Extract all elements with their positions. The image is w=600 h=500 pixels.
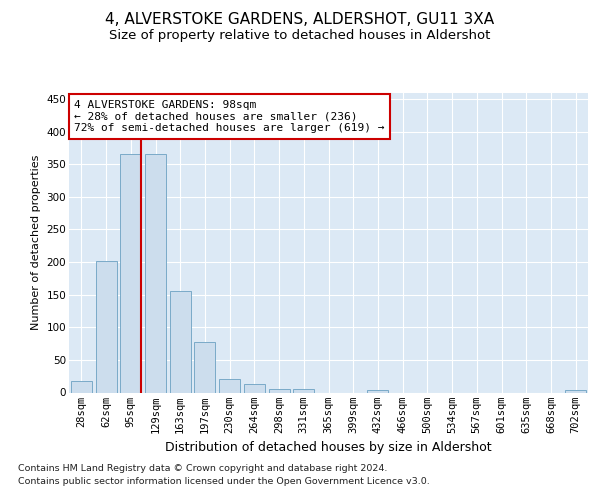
Bar	[170, 292, 191, 392]
Bar	[244, 384, 265, 392]
Bar	[120, 154, 141, 392]
Text: Contains HM Land Registry data © Crown copyright and database right 2024.: Contains HM Land Registry data © Crown c…	[18, 464, 388, 473]
Bar	[194, 342, 215, 392]
Bar	[145, 154, 166, 392]
Bar	[71, 381, 92, 392]
Text: 4 ALVERSTOKE GARDENS: 98sqm
← 28% of detached houses are smaller (236)
72% of se: 4 ALVERSTOKE GARDENS: 98sqm ← 28% of det…	[74, 100, 385, 133]
Bar	[367, 390, 388, 392]
Y-axis label: Number of detached properties: Number of detached properties	[31, 155, 41, 330]
Bar	[269, 388, 290, 392]
Text: Contains public sector information licensed under the Open Government Licence v3: Contains public sector information licen…	[18, 477, 430, 486]
Text: 4, ALVERSTOKE GARDENS, ALDERSHOT, GU11 3XA: 4, ALVERSTOKE GARDENS, ALDERSHOT, GU11 3…	[106, 12, 494, 28]
Bar	[293, 389, 314, 392]
Bar	[565, 390, 586, 392]
Bar	[219, 380, 240, 392]
Text: Size of property relative to detached houses in Aldershot: Size of property relative to detached ho…	[109, 29, 491, 42]
X-axis label: Distribution of detached houses by size in Aldershot: Distribution of detached houses by size …	[165, 441, 492, 454]
Bar	[95, 261, 116, 392]
